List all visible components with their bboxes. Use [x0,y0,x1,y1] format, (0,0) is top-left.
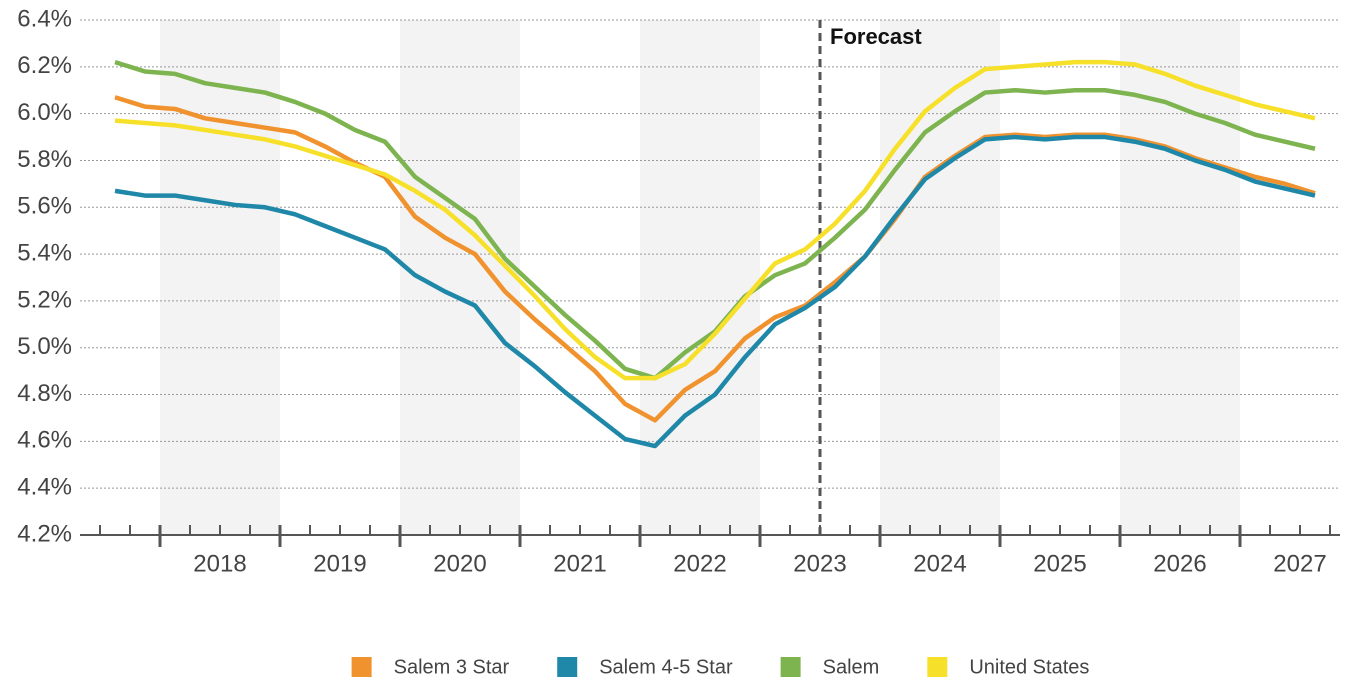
background-layer [80,19,1340,536]
y-tick-label: 6.0% [17,99,72,126]
y-tick-label: 4.2% [17,520,72,547]
y-tick-label: 4.4% [17,474,72,501]
y-tick-label: 4.6% [17,427,72,454]
y-tick-label: 5.0% [17,333,72,360]
legend-label: Salem [823,656,880,678]
legend-swatch [351,657,372,677]
year-band [880,20,1001,535]
x-tick-label: 2023 [793,550,846,577]
x-tick-label: 2021 [553,550,606,577]
series-line [114,134,1316,449]
y-tick-label: 5.2% [17,286,72,313]
year-band [160,20,281,535]
legend-label: Salem 4-5 Star [599,656,733,678]
x-tick-label: 2020 [433,550,486,577]
legend-swatch [557,657,578,677]
legend-swatch [780,657,801,677]
series-line [114,95,1316,423]
x-tick-label: 2025 [1033,550,1086,577]
year-band [640,20,761,535]
y-tick-label: 5.4% [17,239,72,266]
x-tick-label: 2022 [673,550,726,577]
x-tick-label: 2024 [913,550,966,577]
y-tick-label: 5.8% [17,146,72,173]
x-tick-label: 2019 [313,550,366,577]
legend-label: Salem 3 Star [394,656,510,678]
x-tick-label: 2027 [1273,550,1326,577]
forecast-label: Forecast [830,24,922,49]
x-tick-label: 2018 [193,550,246,577]
series-line [114,59,1316,381]
x-tick-label: 2026 [1153,550,1206,577]
legend-swatch [927,657,948,677]
y-tick-label: 6.2% [17,52,72,79]
y-tick-label: 5.6% [17,193,72,220]
y-tick-label: 6.4% [17,5,72,32]
y-tick-label: 4.8% [17,380,72,407]
legend-label: United States [969,656,1089,678]
